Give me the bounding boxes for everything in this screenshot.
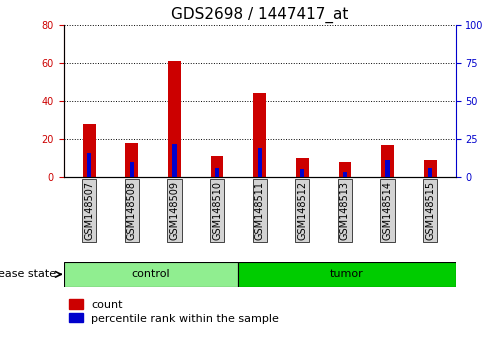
Text: GSM148508: GSM148508 xyxy=(127,181,137,240)
Text: GSM148509: GSM148509 xyxy=(170,181,179,240)
Text: control: control xyxy=(131,269,170,279)
Bar xyxy=(130,162,134,177)
Bar xyxy=(386,160,390,177)
Bar xyxy=(296,158,309,177)
Bar xyxy=(125,143,138,177)
Bar xyxy=(168,61,181,177)
Bar xyxy=(253,93,266,177)
Bar xyxy=(339,162,351,177)
Text: GSM148512: GSM148512 xyxy=(297,181,307,240)
Text: GSM148513: GSM148513 xyxy=(340,181,350,240)
Bar xyxy=(300,170,304,177)
Text: GSM148510: GSM148510 xyxy=(212,181,222,240)
Text: tumor: tumor xyxy=(330,269,364,279)
Text: GSM148515: GSM148515 xyxy=(425,181,435,240)
FancyBboxPatch shape xyxy=(64,262,238,287)
Bar xyxy=(211,156,223,177)
Bar xyxy=(87,153,92,177)
Bar xyxy=(424,160,437,177)
Bar xyxy=(258,148,262,177)
Text: GSM148507: GSM148507 xyxy=(84,181,94,240)
Bar xyxy=(83,124,96,177)
Bar xyxy=(381,145,394,177)
Title: GDS2698 / 1447417_at: GDS2698 / 1447417_at xyxy=(171,7,348,23)
Bar xyxy=(343,172,347,177)
FancyBboxPatch shape xyxy=(238,262,456,287)
Text: GSM148511: GSM148511 xyxy=(255,181,265,240)
Text: disease state: disease state xyxy=(0,269,56,279)
Bar xyxy=(172,143,176,177)
Bar xyxy=(428,168,432,177)
Bar xyxy=(215,168,219,177)
Legend: count, percentile rank within the sample: count, percentile rank within the sample xyxy=(69,299,279,324)
Text: GSM148514: GSM148514 xyxy=(383,181,392,240)
